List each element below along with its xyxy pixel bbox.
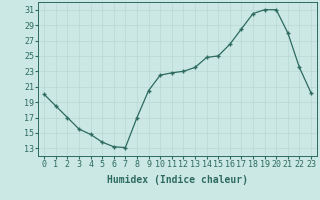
X-axis label: Humidex (Indice chaleur): Humidex (Indice chaleur) (107, 175, 248, 185)
